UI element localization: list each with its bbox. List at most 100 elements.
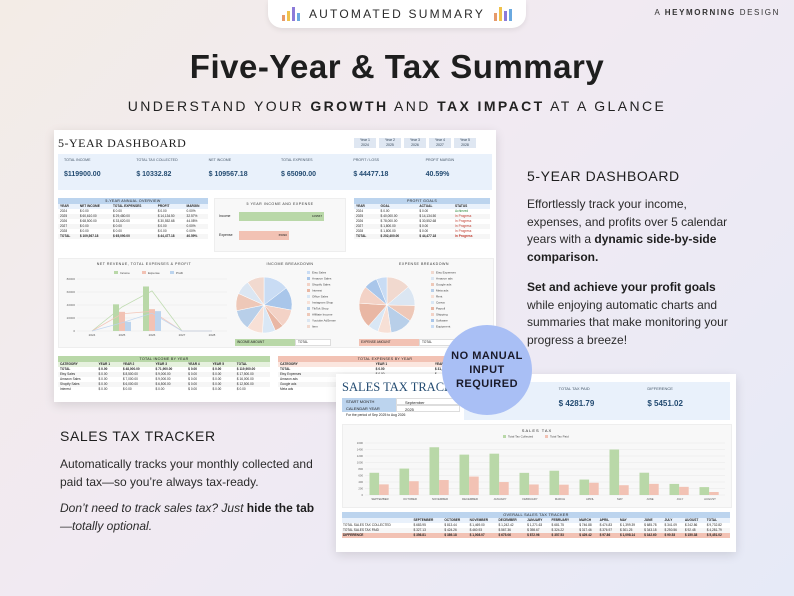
table-cell: In Progress [455,214,472,218]
x-tick-label: 2024 [89,333,96,337]
legend-swatch [307,289,310,292]
sales-tax-description: Automatically tracks your monthly collec… [60,457,313,489]
table-cell: $ 681.75 [551,523,564,527]
legend-label: Rent [436,295,443,299]
table-cell: $ 356.81 [413,533,426,537]
header-pill: AUTOMATED SUMMARY [268,0,526,28]
table-cell: $ 78,000.00 [380,219,398,223]
year-tab[interactable]: Year 4 2027 [429,138,451,148]
table-cell: $ 1,008.07 [469,533,485,537]
table-cell: TOTAL SALES TAX PAID [343,528,379,532]
table-row: 2027 $ 0.00 $ 0.00 $ 0.00 0.00% [58,224,208,229]
legend-swatch [545,435,548,438]
table-cell: Achieved [455,209,469,213]
legend-swatch [431,307,434,310]
y-tick-label: 1200 [357,454,364,458]
x-tick-label: MAY [617,497,623,501]
bar-profit [125,321,131,331]
table-header-cell: FEBRUARY [550,518,579,523]
table-cell: $ 301.25 [619,528,633,532]
bar-tax-collected [609,449,620,495]
table-cell: $ 813.44 [444,523,457,527]
table-cell: $ 29,480.00 [113,214,130,218]
table-cell: $ 17,500.00 [236,372,254,376]
y-tick-label: 1400 [357,448,364,452]
income-expense-panel: 5 YEAR INCOME AND EXPENSE Income 109567 … [214,198,346,252]
table-header-cell: YEAR 4 [186,362,211,367]
dashboard-title: 5-YEAR DASHBOARD [58,136,187,150]
legend-swatch [142,271,146,274]
legend-swatch [307,301,310,304]
table-cell: $ 0.00 [79,229,89,233]
table-cell: 44.08% [186,219,198,223]
table-row: TOTAL SALES TAX COLLECTED $ 683.95 $ 813.4… [342,523,730,528]
table-header-cell: MAY [618,518,644,523]
table-cell: $ 0.00 [380,209,390,213]
table-cell: $ 1,271.63 [527,523,543,527]
table-cell: $ 150.38 [684,533,698,537]
table-cell: TOTAL [356,234,367,238]
legend-swatch [307,277,310,280]
year-tab[interactable]: Year 5 2028 [454,138,476,148]
y-tick-label: 60000 [67,290,76,294]
table-header-cell: STATUS [453,204,490,209]
year-tab[interactable]: Year 3 2026 [404,138,426,148]
table-cell: 2024 [60,209,68,213]
x-tick-label: 2027 [179,333,186,337]
bar-tax-paid [379,484,389,495]
table-header-cell: ACTUAL [417,204,454,209]
table-header-cell: TOTAL [705,518,730,523]
income-amount-select[interactable]: TOTAL [295,339,331,346]
kpi-profit-margin: PROFIT MARGIN 40.59% [425,158,455,178]
table-header-cell: JANUARY [526,518,551,523]
bar-tax-paid [499,482,509,495]
table-cell: $ 376.97 [599,528,613,532]
legend-swatch [170,271,174,274]
table-cell: $ 119,900.00 [236,367,256,371]
year-tab[interactable]: Year 1 2024 [354,138,376,148]
table-header-cell: TOTAL [234,362,270,367]
bar-chart-icon [281,7,300,21]
x-tick-label: MARCH [555,497,565,501]
start-month-select[interactable]: September [396,398,460,405]
table-cell: 2028 [60,229,68,233]
table-header-cell: CATEGORY [278,362,374,367]
legend-label: Office Sales [312,295,329,299]
table-header-cell: AUGUST [683,518,706,523]
table-cell: $ 0.00 [157,224,167,228]
legend-label: Amazon Sales [312,277,332,281]
income-bar: 109567 [239,212,324,221]
table-cell: $ 60,610.00 [79,214,97,218]
page-subtitle: UNDERSTAND YOUR GROWTH AND TAX IMPACT AT… [127,98,667,114]
table-cell: $ 0.00 [98,382,108,386]
hide-tab-note: Don’t need to track sales tax? Just hide… [60,501,315,533]
kpi-tax-collected: TOTAL TAX COLLECTED $ 10332.82 [136,158,178,178]
table-cell: 2027 [356,224,364,228]
dashboard-charts: 0 20000 40000 60000 80000 2024 2025 2026 2027 202… [67,271,457,337]
legend-label: Interest [312,289,322,293]
table-row: TOTAL $ 202,400.00 $ 44,477.18 In Progress [354,234,490,239]
legend-label: Meta ads [436,289,449,293]
table-row: TOTAL $ 0.00 $ 48,000.00 $ 71,900.00 $ 0.00 $… [58,367,270,372]
bar-tax-collected [549,470,560,495]
page-title: Five-Year & Tax Summary [189,48,605,85]
table-cell: $ 474.83 [599,523,613,527]
year-tab[interactable]: Year 2 2025 [379,138,401,148]
table-header-cell: MARGIN [184,204,208,209]
bar-tax-collected [699,487,710,495]
table-header-cell: APRIL [598,518,619,523]
kpi-tax-paid: TOTAL TAX PAID $ 4281.79 [558,386,595,408]
legend-label: Item [312,325,318,329]
calendar-year-input[interactable]: 2025 [396,405,460,412]
table-row: Shopify Sales $ 0.00 $ 6,000.00 $ 6,500.00 $… [58,382,270,387]
table-cell: $ 0.00 [212,382,222,386]
expense-amount-label: EXPENSE AMOUNT [359,339,419,346]
legend-label: Software [436,319,448,323]
table-cell: In Progress [455,224,472,228]
table-row: 2025 $ 40,000.00 $ 14,134.50 In Progress [354,214,490,219]
x-tick-label: 2025 [119,333,126,337]
table-header-cell: DECEMBER [497,518,527,523]
table-header-cell: YEAR 1 [96,362,121,367]
table-header-cell: NET INCOME [77,204,112,209]
